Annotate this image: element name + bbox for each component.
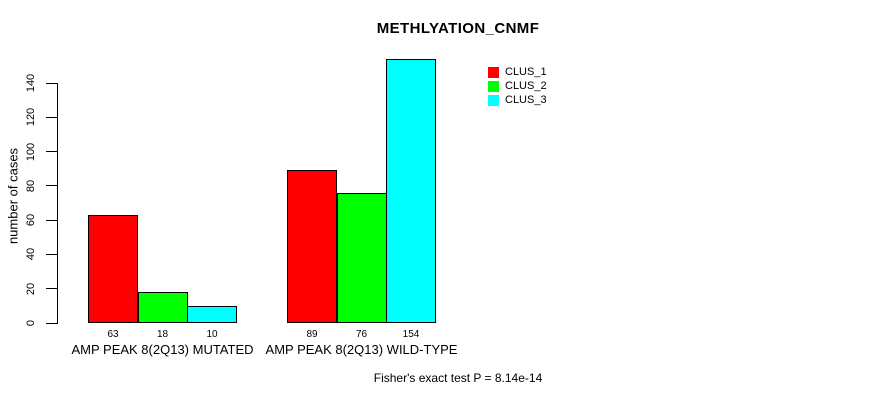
legend-label-clus_2: CLUS_2 bbox=[505, 80, 547, 92]
y-axis-title: number of cases bbox=[5, 147, 21, 245]
bar-value-label: 76 bbox=[355, 329, 368, 340]
legend-label-clus_1: CLUS_1 bbox=[505, 66, 547, 78]
bar-value-label: 89 bbox=[306, 329, 318, 340]
y-axis-tick bbox=[46, 151, 57, 153]
legend: CLUS_1 CLUS_2 CLUS_3 bbox=[488, 65, 547, 107]
category-label: AMP PEAK 8(2Q13) WILD-TYPE bbox=[265, 342, 458, 357]
legend-swatch-clus_1 bbox=[488, 66, 499, 78]
y-axis-tick-label: 120 bbox=[25, 108, 37, 127]
y-axis-tick bbox=[46, 219, 57, 221]
y-axis-tick bbox=[46, 185, 57, 187]
legend-swatch-clus_3 bbox=[488, 94, 499, 106]
legend-item-clus_1: CLUS_1 bbox=[488, 65, 547, 79]
y-axis-tick-label: 100 bbox=[25, 142, 37, 161]
legend-item-clus_2: CLUS_2 bbox=[488, 79, 547, 93]
bar-value-label: 10 bbox=[206, 329, 218, 340]
bar-clus_1-group1 bbox=[88, 215, 138, 323]
bar-value-label: 154 bbox=[402, 329, 420, 340]
y-axis-tick-label: 140 bbox=[25, 73, 37, 93]
y-axis-tick-label: 40 bbox=[25, 248, 37, 261]
y-axis-tick bbox=[46, 288, 57, 290]
bar-value-label: 63 bbox=[107, 329, 119, 340]
chart-title: METHLYATION_CNMF bbox=[376, 20, 540, 37]
y-axis-tick bbox=[46, 82, 57, 84]
y-axis-tick bbox=[46, 253, 57, 255]
y-axis-line bbox=[57, 83, 58, 324]
y-axis-tick bbox=[46, 322, 57, 324]
y-axis-tick-label: 20 bbox=[25, 282, 37, 295]
category-label: AMP PEAK 8(2Q13) MUTATED bbox=[71, 342, 254, 357]
legend-item-clus_3: CLUS_3 bbox=[488, 93, 547, 107]
legend-label-clus_3: CLUS_3 bbox=[505, 94, 547, 106]
y-axis-tick-label: 80 bbox=[25, 179, 37, 192]
bar-clus_3-group1 bbox=[187, 305, 237, 323]
fisher-test-annotation: Fisher's exact test P = 8.14e-14 bbox=[373, 371, 543, 385]
legend-swatch-clus_2 bbox=[488, 80, 499, 92]
bar-clus_1-group2 bbox=[287, 170, 337, 323]
bar-clus_2-group2 bbox=[336, 192, 387, 323]
y-axis-tick-label: 0 bbox=[25, 319, 37, 327]
bar-clus_3-group2 bbox=[386, 59, 436, 323]
y-axis-tick bbox=[46, 116, 57, 118]
y-axis-tick-label: 60 bbox=[25, 214, 37, 227]
bar-value-label: 18 bbox=[156, 329, 169, 340]
bar-clus_2-group1 bbox=[137, 292, 188, 323]
